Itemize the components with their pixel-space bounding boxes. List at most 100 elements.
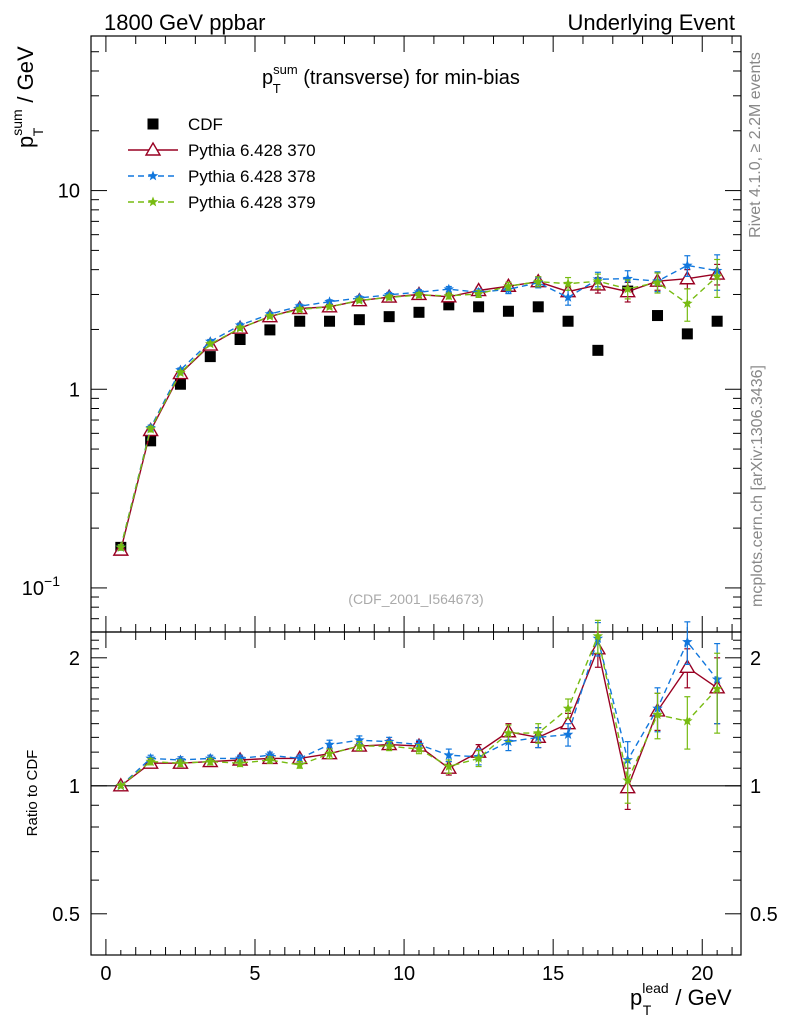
legend-entry: CDF xyxy=(147,115,223,134)
data-point xyxy=(294,752,305,763)
data-point xyxy=(174,378,186,390)
data-point xyxy=(562,278,574,289)
data-point xyxy=(443,290,454,301)
analysis-watermark: (CDF_2001_I564673) xyxy=(348,591,483,607)
series-pythia-6-428-379 xyxy=(115,619,723,804)
legend-label: CDF xyxy=(188,115,223,134)
data-point xyxy=(294,304,305,314)
data-point xyxy=(503,280,514,291)
title-sub: T xyxy=(273,81,281,96)
data-point xyxy=(115,780,126,791)
data-point xyxy=(681,328,693,340)
data-point xyxy=(622,774,633,785)
data-point xyxy=(711,315,723,327)
ratio-axis-ticks: 0 5 10 15 20 0.5 0.5 1 1 2 2 xyxy=(52,632,778,985)
rivet-version-label: Rivet 4.1.0, ≥ 2.2M events xyxy=(747,52,764,238)
data-point xyxy=(682,298,693,308)
data-point xyxy=(205,338,216,349)
data-point xyxy=(234,322,246,333)
data-point xyxy=(204,351,216,363)
data-point xyxy=(473,301,485,313)
data-point xyxy=(324,739,335,749)
data-point xyxy=(622,273,633,284)
data-point xyxy=(354,734,365,745)
title-p: p xyxy=(262,67,273,89)
data-point xyxy=(294,759,305,770)
ylabel-rest: / GeV xyxy=(13,46,38,109)
ylabel-p: p xyxy=(13,136,38,148)
xlabel-rest: / GeV xyxy=(669,985,732,1010)
data-point xyxy=(413,306,425,318)
data-point xyxy=(502,305,514,317)
xlabel-sup: lead xyxy=(642,980,668,996)
ylabel-sub: T xyxy=(30,127,46,136)
main-ylabel: psum T / GeV xyxy=(9,46,46,148)
data-point xyxy=(562,291,574,302)
data-point xyxy=(324,315,336,327)
legend-entry: Pythia 6.428 378 xyxy=(128,167,316,186)
data-point xyxy=(711,683,723,694)
data-point xyxy=(592,275,604,286)
data-point xyxy=(622,283,633,294)
data-point xyxy=(443,749,454,760)
main-ytick-label: 10 xyxy=(58,181,80,203)
data-point xyxy=(443,761,454,771)
title-sup: sum xyxy=(273,62,298,77)
data-point xyxy=(324,301,335,312)
data-point xyxy=(682,636,693,647)
data-point xyxy=(562,703,574,713)
main-series-layer xyxy=(112,254,726,556)
data-point xyxy=(562,315,574,327)
legend-marker xyxy=(147,118,159,130)
x-tick-label: 0 xyxy=(100,963,111,985)
legend-marker xyxy=(144,141,162,156)
main-ytick-label: 1 xyxy=(69,379,80,401)
data-point xyxy=(264,324,276,336)
header-analysis: Underlying Event xyxy=(567,10,735,35)
title-rest: (transverse) for min-bias xyxy=(298,67,520,89)
data-point xyxy=(679,270,696,285)
data-point xyxy=(503,727,514,738)
data-point xyxy=(145,756,156,767)
data-point xyxy=(473,752,484,763)
series-cdf xyxy=(115,285,723,553)
x-tick-label: 15 xyxy=(542,963,564,985)
x-tick-label: 5 xyxy=(249,963,260,985)
data-point xyxy=(294,315,306,327)
xlabel-sub: T xyxy=(643,1002,652,1018)
data-point xyxy=(533,727,544,738)
data-point xyxy=(682,259,693,270)
x-tick-label: 10 xyxy=(393,963,415,985)
data-point xyxy=(383,311,395,323)
ratio-ylabel: Ratio to CDF xyxy=(24,750,41,837)
data-point xyxy=(592,630,604,641)
data-point xyxy=(234,757,246,768)
ratio-ytick-label: 0.5 xyxy=(52,904,80,926)
data-point xyxy=(354,294,365,305)
data-point xyxy=(354,740,365,751)
legend-label: Pythia 6.428 379 xyxy=(188,193,316,212)
data-point xyxy=(652,310,664,322)
data-point xyxy=(205,756,216,767)
x-tick-label: 20 xyxy=(691,963,713,985)
ratio-ytick-label-right: 0.5 xyxy=(750,904,778,926)
data-point xyxy=(592,344,604,356)
main-axis-ticks: 10−1 1 10 xyxy=(22,35,741,633)
data-point xyxy=(383,291,395,302)
data-point xyxy=(264,310,276,321)
data-point xyxy=(562,729,574,739)
data-point xyxy=(413,289,425,300)
data-point xyxy=(679,658,696,673)
legend-label: Pythia 6.428 370 xyxy=(188,141,316,160)
ratio-ytick-label-right: 1 xyxy=(750,776,761,798)
data-point xyxy=(711,270,723,281)
ratio-ytick-label: 2 xyxy=(69,648,80,670)
legend-label: Pythia 6.428 378 xyxy=(188,167,316,186)
data-point xyxy=(175,367,186,378)
data-point xyxy=(443,299,455,311)
legend-entry: Pythia 6.428 379 xyxy=(128,193,316,212)
data-point xyxy=(383,740,395,751)
data-point xyxy=(115,541,126,552)
data-point xyxy=(145,435,157,447)
data-point xyxy=(652,709,663,720)
